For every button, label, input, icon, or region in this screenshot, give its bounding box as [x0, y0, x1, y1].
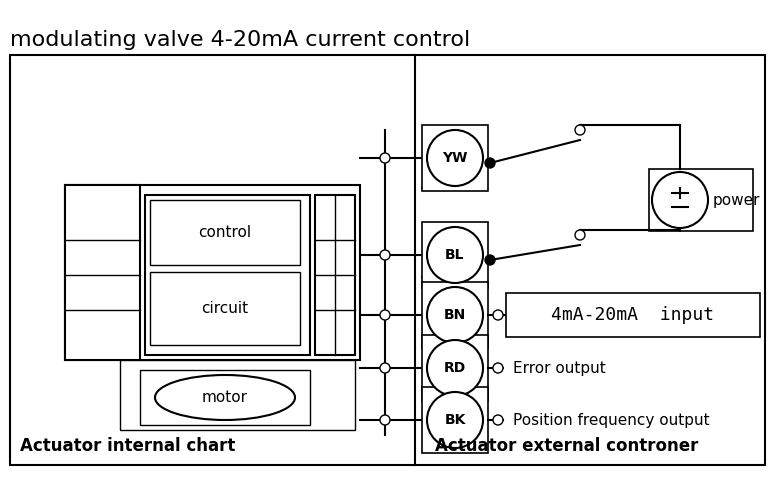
Text: motor: motor: [202, 390, 248, 405]
Circle shape: [493, 363, 503, 373]
Bar: [150, 200, 300, 265]
Circle shape: [380, 153, 390, 163]
Text: power: power: [713, 192, 760, 208]
Bar: [10, 55, 765, 465]
Bar: [65, 185, 140, 360]
Circle shape: [380, 415, 390, 425]
Text: modulating valve 4-20mA current control: modulating valve 4-20mA current control: [10, 30, 470, 50]
Bar: [145, 195, 310, 355]
Circle shape: [427, 340, 483, 396]
Bar: [422, 335, 488, 401]
Ellipse shape: [155, 375, 295, 420]
Bar: [422, 125, 488, 191]
Text: RD: RD: [444, 361, 466, 375]
Text: circuit: circuit: [202, 301, 248, 316]
Circle shape: [575, 125, 585, 135]
Circle shape: [652, 172, 708, 228]
Circle shape: [427, 227, 483, 283]
Circle shape: [485, 158, 495, 168]
Circle shape: [493, 415, 503, 425]
Circle shape: [575, 230, 585, 240]
Bar: [140, 370, 310, 425]
Text: Actuator internal chart: Actuator internal chart: [20, 437, 235, 455]
Bar: [315, 195, 355, 355]
Bar: [422, 387, 488, 453]
Bar: [422, 282, 488, 348]
Bar: [120, 360, 355, 430]
Circle shape: [380, 310, 390, 320]
Text: BL: BL: [445, 248, 465, 262]
Text: 4mA-20mA  input: 4mA-20mA input: [552, 306, 715, 324]
Circle shape: [380, 250, 390, 260]
Text: control: control: [199, 225, 251, 240]
Text: YW: YW: [442, 151, 468, 165]
Circle shape: [485, 255, 495, 265]
Text: BN: BN: [444, 308, 466, 322]
Circle shape: [427, 392, 483, 448]
Text: Position frequency output: Position frequency output: [513, 412, 709, 428]
Circle shape: [427, 287, 483, 343]
Bar: [649, 169, 753, 231]
Bar: [65, 185, 360, 360]
Circle shape: [380, 363, 390, 373]
Circle shape: [493, 310, 503, 320]
Text: Error output: Error output: [513, 360, 606, 376]
Circle shape: [427, 130, 483, 186]
Bar: [150, 272, 300, 345]
Bar: [506, 293, 760, 337]
Text: BK: BK: [445, 413, 466, 427]
Bar: [422, 222, 488, 288]
Text: Actuator external controner: Actuator external controner: [435, 437, 698, 455]
